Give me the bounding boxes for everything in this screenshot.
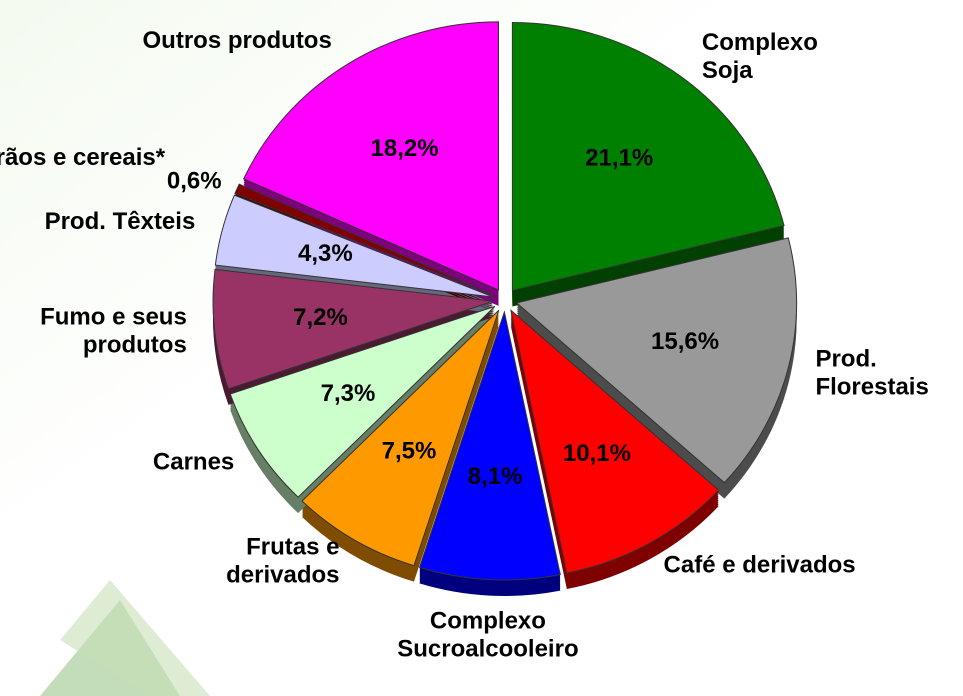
category-label: Grãos e cereais* <box>0 144 166 171</box>
leaf-decoration <box>60 580 210 696</box>
category-label: Prod. Florestais <box>815 346 928 401</box>
category-label: Prod. Têxteis <box>45 208 196 235</box>
slice <box>301 309 500 567</box>
category-label: Carnes <box>153 449 234 476</box>
value-label: 21,1% <box>585 145 653 172</box>
value-label: 4,3% <box>298 240 353 267</box>
slice <box>229 305 496 498</box>
value-label: 18,2% <box>371 136 439 163</box>
slice <box>234 183 495 296</box>
value-label: 8,1% <box>468 463 523 490</box>
category-label: Café e derivados <box>664 552 856 579</box>
value-label: 7,2% <box>293 304 348 331</box>
slice <box>214 194 494 298</box>
value-label: 7,5% <box>382 438 437 465</box>
slice <box>243 21 500 291</box>
slice <box>418 310 561 581</box>
slice <box>510 309 720 574</box>
category-label: Complexo Sucroalcooleiro <box>397 608 578 663</box>
slice <box>515 237 798 484</box>
category-label: Fumo e seus produtos <box>40 304 187 359</box>
category-label: Outros produtos <box>143 27 332 54</box>
category-label: Frutas e derivados <box>226 534 339 589</box>
slice <box>511 22 785 292</box>
slice <box>212 268 494 390</box>
value-label: 15,6% <box>651 329 719 356</box>
category-label: Complexo Soja <box>702 30 818 85</box>
value-label: 10,1% <box>563 440 631 467</box>
value-label: 0,6% <box>167 168 222 195</box>
value-label: 7,3% <box>321 380 376 407</box>
